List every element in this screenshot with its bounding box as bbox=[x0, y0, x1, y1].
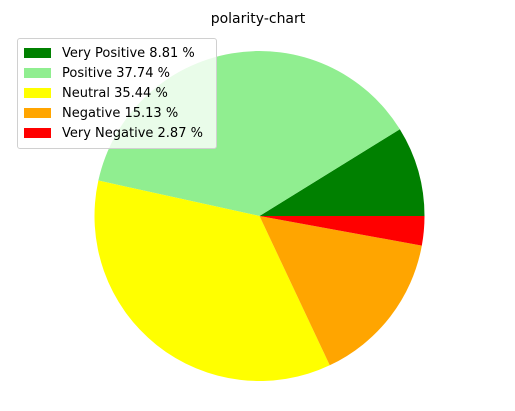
legend-label: Neutral 35.44 % bbox=[62, 85, 168, 101]
legend-swatch bbox=[24, 128, 51, 138]
legend: Very Positive 8.81 % Positive 37.74 % Ne… bbox=[17, 38, 217, 149]
chart-title: polarity-chart bbox=[211, 11, 306, 27]
legend-item: Positive 37.74 % bbox=[18, 63, 216, 83]
pie-slice bbox=[94, 180, 330, 381]
legend-swatch bbox=[24, 88, 51, 98]
legend-item: Very Negative 2.87 % bbox=[18, 123, 216, 143]
legend-label: Very Negative 2.87 % bbox=[62, 125, 203, 141]
legend-label: Positive 37.74 % bbox=[62, 65, 170, 81]
legend-item: Very Positive 8.81 % bbox=[18, 43, 216, 63]
legend-swatch bbox=[24, 48, 51, 58]
legend-item: Negative 15.13 % bbox=[18, 103, 216, 123]
pie-slice bbox=[259, 216, 422, 366]
pie-slices bbox=[94, 51, 425, 381]
legend-label: Very Positive 8.81 % bbox=[62, 45, 195, 61]
legend-label: Negative 15.13 % bbox=[62, 105, 179, 121]
pie-slice bbox=[259, 129, 425, 216]
legend-swatch bbox=[24, 68, 51, 78]
legend-swatch bbox=[24, 108, 51, 118]
legend-item: Neutral 35.44 % bbox=[18, 83, 216, 103]
pie-slice bbox=[259, 216, 425, 246]
